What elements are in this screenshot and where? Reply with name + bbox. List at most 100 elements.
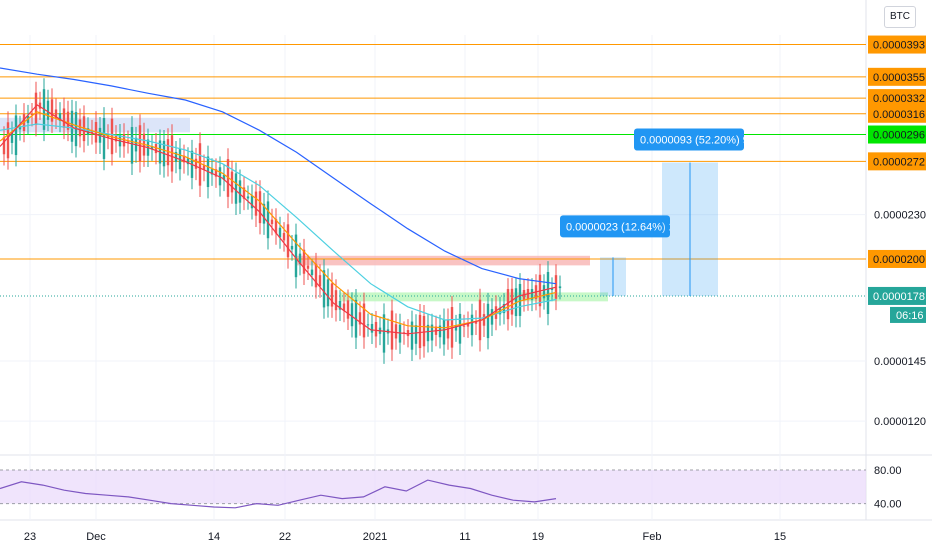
candle-body — [338, 300, 342, 310]
candle-body — [198, 143, 202, 186]
candle-body — [46, 100, 50, 120]
candle-body — [214, 169, 218, 177]
candle-body — [298, 253, 302, 265]
x-tick-label: Feb — [643, 531, 662, 543]
candle-body — [258, 191, 262, 224]
candle-body — [326, 279, 330, 307]
candle-body — [374, 321, 378, 337]
candle-body — [442, 319, 446, 345]
candle-body — [34, 92, 38, 126]
candle-body — [54, 109, 58, 118]
level-label-bg — [868, 35, 926, 54]
candle-body — [182, 155, 186, 163]
countdown-label: 06:16 — [896, 310, 924, 322]
level-label: 0.0000316 — [873, 109, 925, 121]
candle-body — [422, 315, 426, 347]
candle-body — [358, 312, 362, 325]
candle-body — [202, 165, 206, 170]
candle-body — [318, 275, 322, 287]
measure-tools[interactable]: 0.0000023 (12.64%) 23 0.0000093 (52.20%) … — [560, 128, 755, 296]
candle-body — [546, 271, 550, 314]
countdown-bg — [890, 306, 926, 323]
candle-body — [438, 325, 442, 338]
candle-body — [150, 146, 154, 150]
x-tick-label: 14 — [208, 531, 220, 543]
moving-average-line — [0, 67, 557, 285]
candle-body — [6, 122, 10, 159]
candle-body — [430, 324, 434, 341]
measure-label-bg — [560, 215, 670, 238]
candle-body — [78, 119, 82, 137]
candle-body — [30, 113, 34, 116]
y-tick-label: 0.0000120 — [874, 416, 926, 428]
candle-body — [90, 130, 94, 134]
candle-body — [458, 313, 462, 344]
level-label: 0.0000200 — [873, 254, 925, 266]
candle-body — [310, 269, 314, 276]
candle-body — [542, 285, 546, 299]
candle-body — [350, 303, 354, 327]
candle-body — [218, 167, 222, 186]
candle-body — [486, 303, 490, 339]
candle-body — [290, 245, 294, 250]
horizontal-levels[interactable]: 0.0000393 0.0000355 0.0000332 0.0000316 0.00… — [0, 35, 926, 297]
candle-body — [194, 158, 198, 169]
candle-body — [370, 323, 374, 333]
candle-body — [282, 233, 286, 241]
y-tick-label: 0.0000230 — [874, 210, 926, 222]
candle-body — [366, 324, 370, 326]
candle-body — [50, 99, 54, 122]
candle-body — [222, 174, 226, 180]
candle-body — [66, 111, 70, 130]
level-label-bg — [868, 67, 926, 86]
candle-body — [86, 128, 90, 135]
x-tick-label: 11 — [459, 531, 470, 543]
candle-body — [106, 135, 110, 138]
resistance-zone — [296, 255, 590, 266]
candle-body — [322, 270, 326, 308]
candle-body — [470, 314, 474, 336]
candle-body — [234, 173, 238, 204]
candle-body — [2, 137, 6, 155]
rsi-pane — [0, 469, 866, 509]
level-label-bg — [868, 104, 926, 123]
last-price-label: 0.0000178 — [873, 291, 925, 303]
rsi-line — [0, 479, 557, 509]
candle-body — [14, 115, 18, 156]
candle-body — [482, 314, 486, 326]
level-label: 0.0000332 — [873, 93, 925, 105]
level-label-bg — [868, 89, 926, 108]
time-axis: 23 Dec 14 22 2021 11 19 Feb 15 — [24, 531, 786, 543]
candle-body — [406, 330, 410, 337]
candle-body — [426, 324, 430, 342]
candle-body — [330, 283, 334, 307]
candle-body — [550, 288, 554, 290]
x-tick-label: 23 — [24, 531, 36, 543]
candle-body — [382, 314, 386, 353]
currency-badge[interactable]: BTC — [884, 6, 916, 28]
candle-body — [506, 289, 510, 320]
candle-body — [210, 169, 214, 175]
candle-body — [342, 303, 346, 311]
candle-body — [390, 310, 394, 350]
candle-body — [270, 219, 274, 225]
candle-body — [334, 290, 338, 311]
candle-body — [242, 187, 246, 199]
candle-body — [410, 321, 414, 350]
price-axis: 0.0000230 0.0000145 0.0000120 0.0000178 06:1… — [868, 210, 926, 511]
measure-label-bg — [634, 128, 744, 151]
candle-body — [454, 325, 458, 331]
last-price-label-bg — [868, 286, 926, 305]
candle-body — [174, 151, 178, 162]
candle-body — [302, 249, 306, 274]
candle-body — [418, 314, 422, 349]
candle-body — [262, 203, 266, 224]
moving-average-line — [0, 111, 557, 329]
candle-body — [510, 288, 514, 315]
level-label: 0.0000296 — [873, 130, 925, 142]
candle-body — [62, 108, 66, 128]
candle-body — [238, 180, 242, 203]
candle-body — [278, 227, 282, 238]
candle-body — [346, 300, 350, 319]
